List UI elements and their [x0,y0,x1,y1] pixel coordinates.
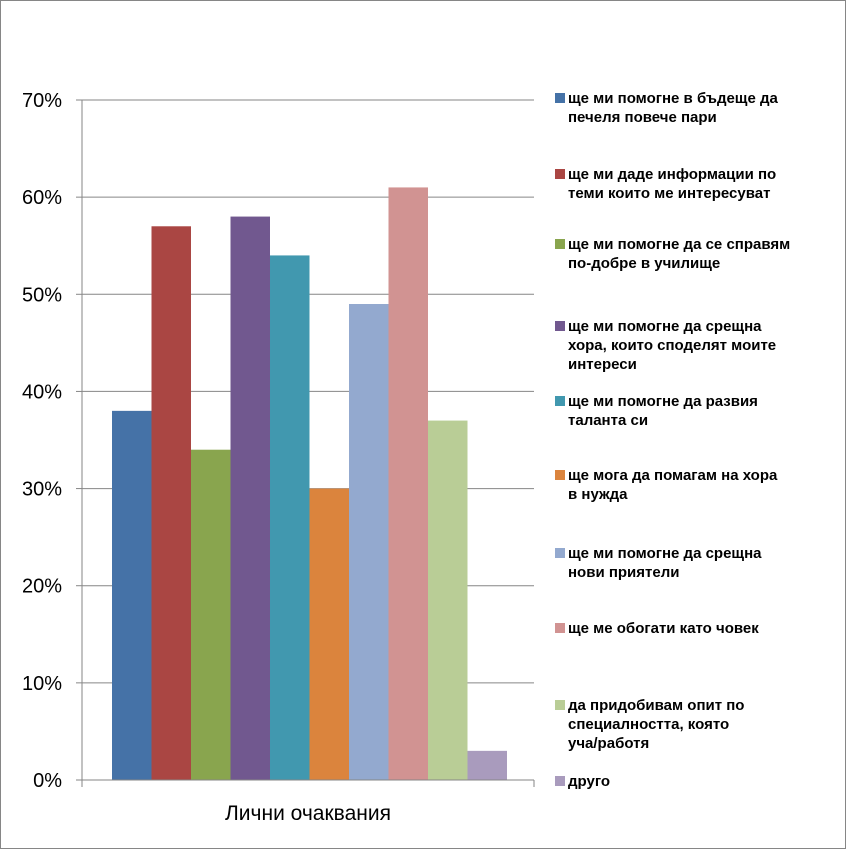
legend-swatch [555,700,565,710]
legend: ще ми помогне в бъдеще да печеля повече п… [555,90,790,790]
legend-label: ще мога да помагам на хора [568,467,778,484]
legend-label: ще ми даде информации по [568,166,776,183]
legend-swatch [555,321,565,331]
y-tick-label: 50% [22,284,62,306]
legend-label: ще ми помогне да се справям [568,236,790,253]
legend-label: ще ме обогати като човек [568,620,759,637]
bar [349,304,389,780]
legend-swatch [555,548,565,558]
bar [428,420,468,780]
legend-label: да придобивам опит по [568,697,744,714]
legend-label: в нужда [568,486,628,503]
bar [388,187,428,780]
legend-swatch [555,623,565,633]
legend-label: ще ми помогне да срещна [568,545,762,562]
bar [112,410,152,780]
y-tick-label: 20% [22,576,62,598]
legend-label: ще ми помогне да срещна [568,318,762,335]
legend-label: таланта си [568,412,648,429]
y-tick-label: 40% [22,381,62,403]
legend-swatch [555,169,565,179]
legend-label: хора, които споделят моите [568,337,776,354]
y-tick-label: 70% [22,90,62,112]
legend-label: по-добре в училище [568,255,720,272]
bar [309,488,349,780]
x-category-label: Лични очаквания [225,802,391,825]
bar [151,226,191,781]
bar [230,216,270,781]
axes: 0% 10% 20% 30% 40% 50% 60% 70% Лични очаквания [22,90,535,825]
y-tick-label: 10% [22,673,62,695]
legend-label: ще ми помогне да развия [568,393,758,410]
legend-label: интереси [568,356,637,373]
legend-label: нови приятели [568,564,679,581]
bar [191,449,231,780]
legend-label: печеля повече пари [568,109,717,126]
legend-label: друго [568,773,610,790]
legend-swatch [555,239,565,249]
bar [467,750,507,780]
legend-label: ще ми помогне в бъдеще да [568,90,778,107]
bars [112,187,507,781]
legend-label: теми които ме интересуват [568,185,770,202]
bar [270,255,310,780]
legend-swatch [555,93,565,103]
legend-swatch [555,776,565,786]
legend-label: специалността, която [568,716,729,733]
legend-swatch [555,396,565,406]
legend-label: уча/работя [568,735,649,752]
y-tick-label: 30% [22,479,62,501]
legend-swatch [555,470,565,480]
y-tick-label: 60% [22,187,62,209]
y-tick-label: 0% [33,770,62,792]
